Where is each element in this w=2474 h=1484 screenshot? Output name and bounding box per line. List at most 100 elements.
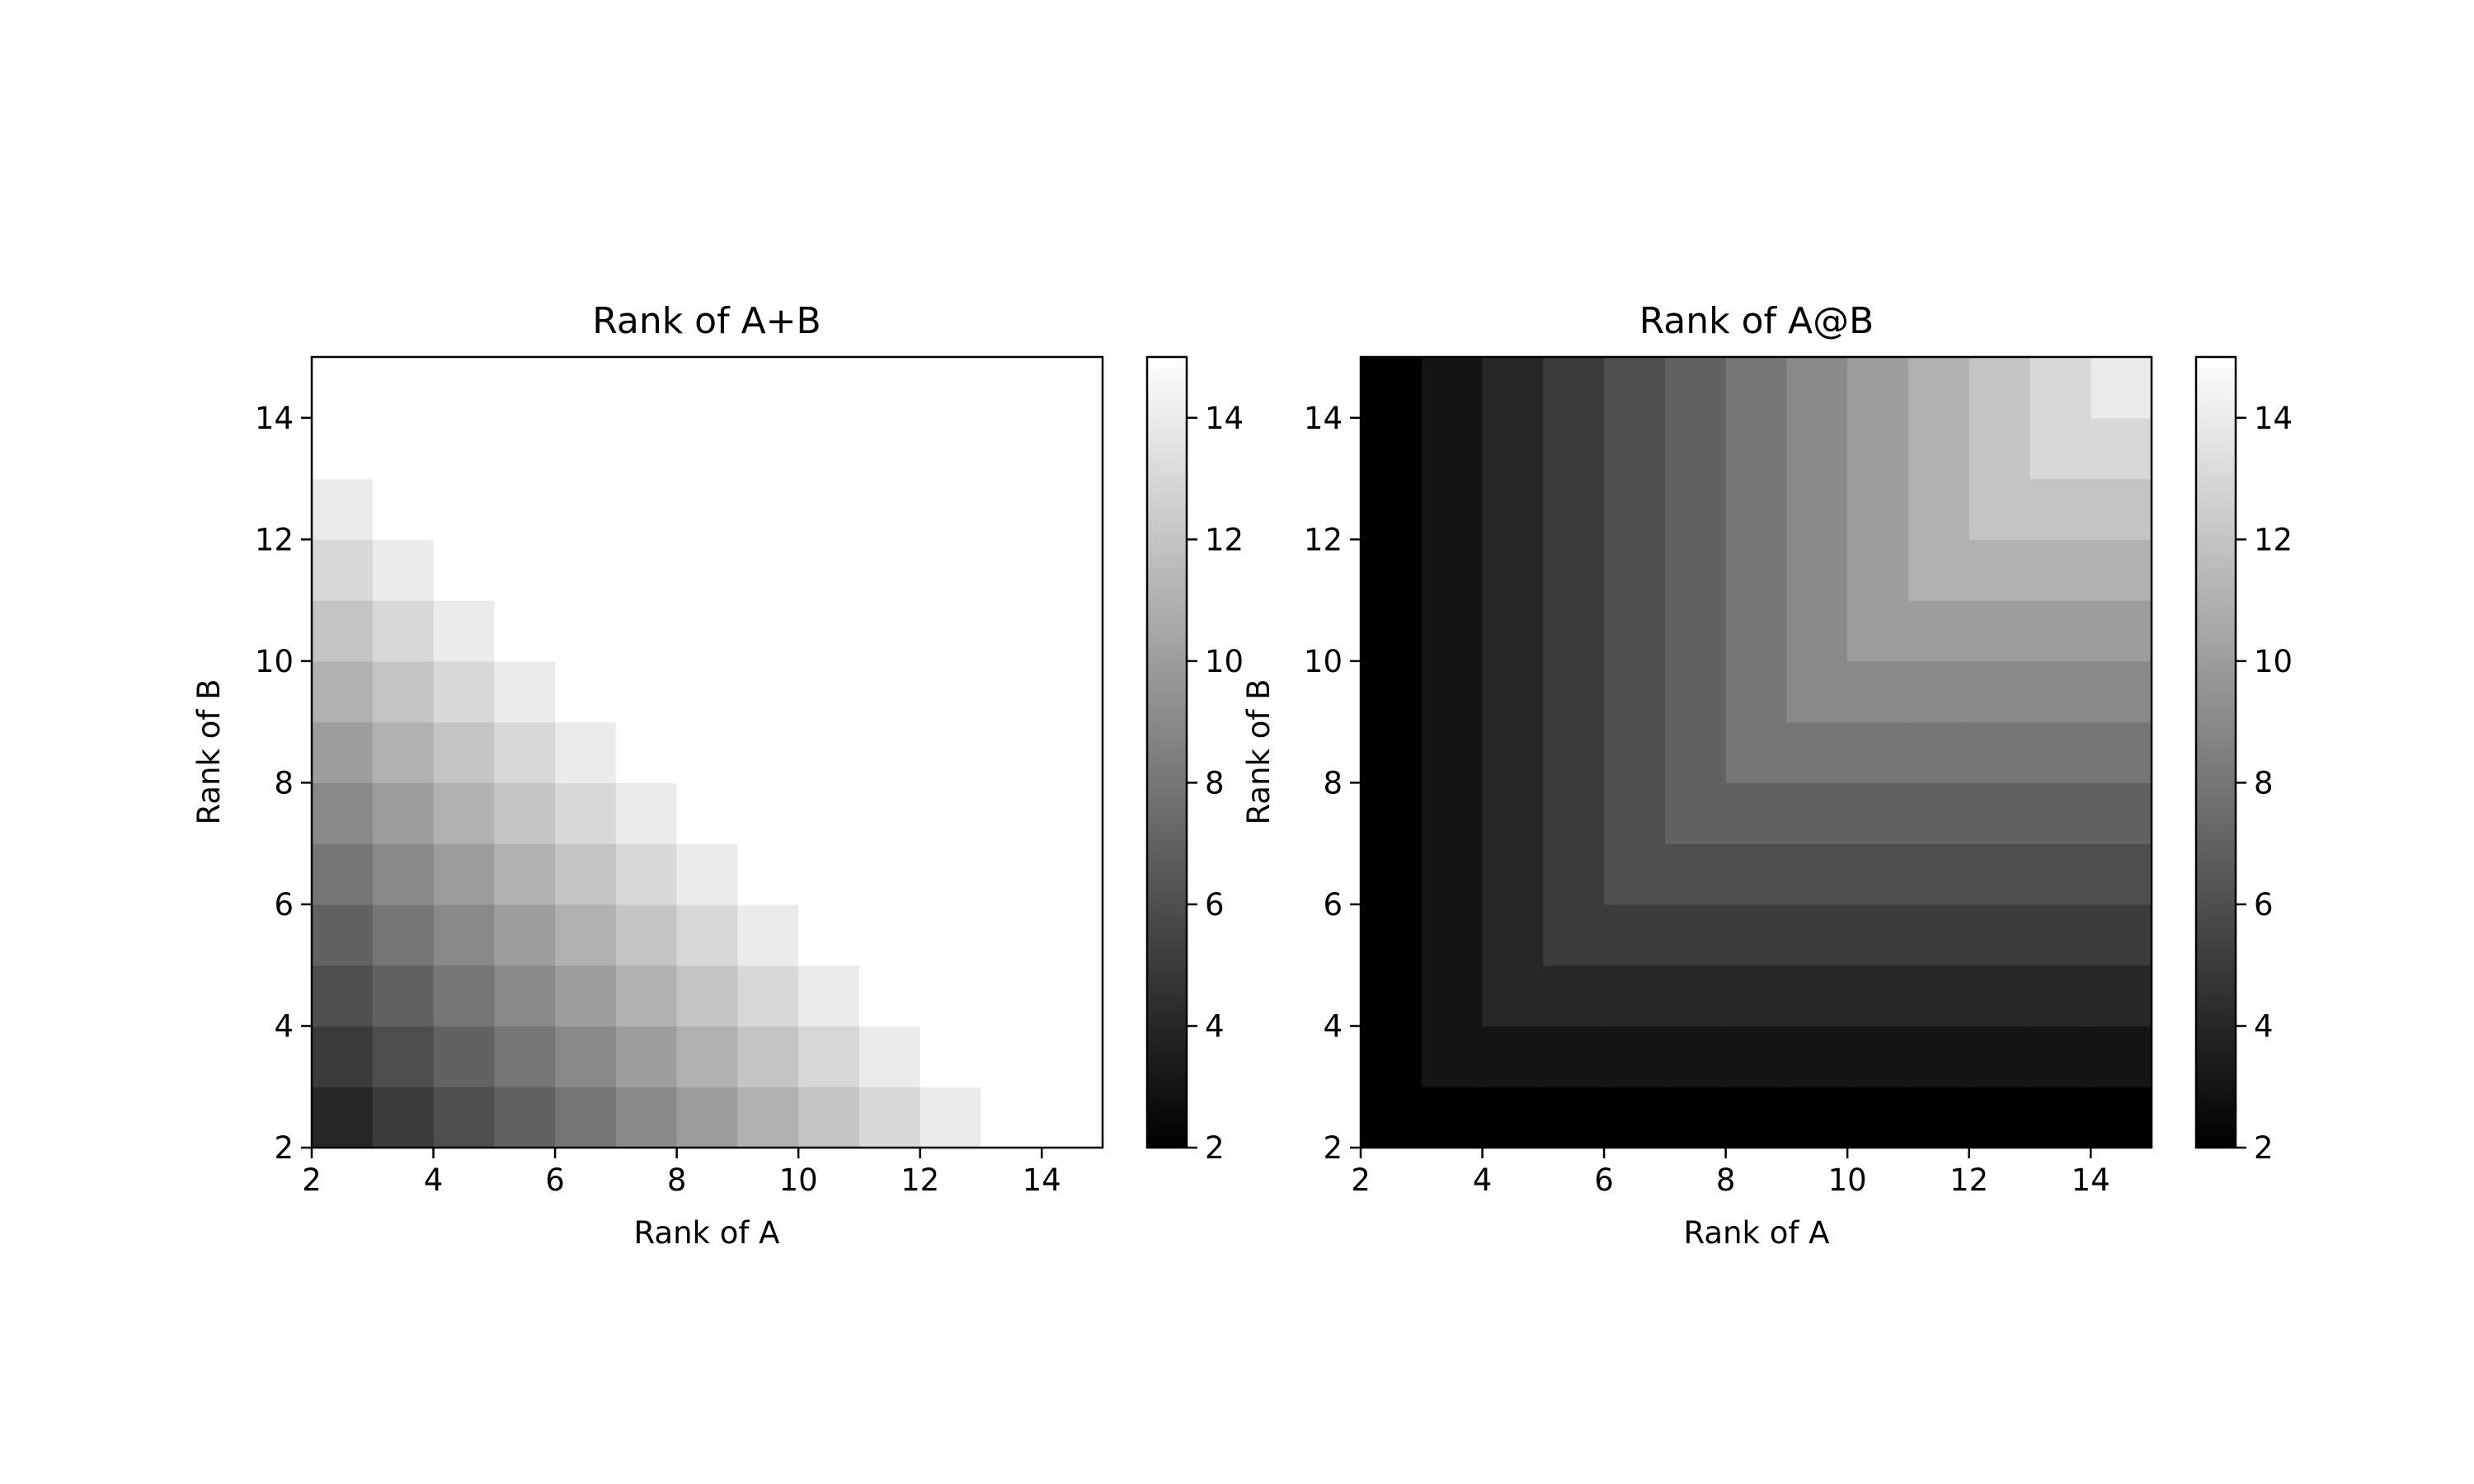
- heatmap-cell: [2091, 357, 2152, 419]
- heatmap-cell: [1042, 357, 1103, 419]
- heatmap-cell: [676, 417, 738, 480]
- plot-frame: [1359, 355, 2153, 1149]
- colorbar-tick-label: 6: [2254, 887, 2274, 923]
- heatmap-cell: [1847, 721, 1909, 783]
- heatmap-cell: [920, 660, 982, 723]
- heatmap-cell: [1604, 1087, 1666, 1148]
- heatmap-cell: [858, 904, 921, 966]
- colorbar-tick-label: 10: [2254, 644, 2293, 679]
- heatmap-cell: [433, 600, 495, 662]
- y-tick-label: 12: [1304, 522, 1343, 557]
- heatmap-cell: [1543, 1087, 1605, 1148]
- heatmap-cell: [2030, 721, 2091, 783]
- heatmap-cell: [858, 660, 921, 723]
- y-tick-label: 10: [1304, 644, 1343, 679]
- heatmap-cell: [433, 478, 495, 540]
- panel-title: Rank of A@B: [1639, 300, 1874, 342]
- heatmap-cell: [433, 357, 495, 419]
- heatmap-cell: [555, 965, 617, 1027]
- heatmap-cell: [1786, 478, 1848, 540]
- panel-product: Rank of A@B 2 4 6 8 10 12 14 2 4 6 8 10 12 14 Rank o…: [1241, 300, 2293, 1251]
- heatmap-cell: [920, 357, 982, 419]
- heatmap-cell: [1968, 539, 2031, 601]
- heatmap-cell: [920, 965, 982, 1027]
- heatmap-cell: [1968, 782, 2031, 844]
- heatmap-cell: [2091, 417, 2152, 480]
- heatmap-cell: [1543, 417, 1605, 480]
- heatmap-cell: [981, 417, 1042, 480]
- heatmap-cell: [1482, 660, 1544, 723]
- y-tick-label: 4: [274, 1008, 294, 1044]
- heatmap-cell: [1042, 843, 1103, 905]
- heatmap-cell: [1664, 1026, 1727, 1087]
- heatmap-cell: [920, 539, 982, 601]
- heatmap-cell: [372, 478, 435, 540]
- heatmap-cell: [1042, 782, 1103, 844]
- heatmap-cell: [858, 1087, 921, 1148]
- heatmap-cell: [1421, 357, 1484, 419]
- heatmap-cell: [1786, 417, 1848, 480]
- heatmap-cell: [1907, 1026, 1970, 1087]
- heatmap-cell: [1604, 843, 1666, 905]
- heatmap-cell: [1786, 843, 1848, 905]
- heatmap-cell: [1907, 1087, 1970, 1148]
- heatmap-cell: [1664, 843, 1727, 905]
- heatmap-cell: [1725, 721, 1787, 783]
- heatmap-cell: [798, 843, 860, 905]
- heatmap-cell: [858, 478, 921, 540]
- heatmap-cell: [1604, 660, 1666, 723]
- heatmap-cell: [1664, 660, 1727, 723]
- heatmap-cell: [494, 843, 556, 905]
- heatmap-cell: [2091, 600, 2152, 662]
- heatmap-cell: [494, 600, 556, 662]
- heatmap-cell: [1604, 539, 1666, 601]
- heatmap-cell: [615, 782, 678, 844]
- heatmap-cell: [676, 721, 738, 783]
- heatmap-cell: [920, 904, 982, 966]
- heatmap-cell: [1847, 660, 1909, 723]
- heatmap-cell: [1482, 721, 1544, 783]
- heatmap-cell: [433, 965, 495, 1027]
- x-axis-label: Rank of A: [634, 1215, 780, 1251]
- heatmap-cell: [981, 965, 1042, 1027]
- heatmap-cell: [1847, 539, 1909, 601]
- heatmap-cell: [2030, 1087, 2091, 1148]
- heatmap-cell: [433, 721, 495, 783]
- heatmap-cell: [2030, 965, 2091, 1027]
- heatmap-cell: [555, 721, 617, 783]
- heatmap-cell: [1042, 600, 1103, 662]
- heatmap-cell: [555, 660, 617, 723]
- heatmap-cell: [2030, 904, 2091, 966]
- heatmap-cell: [798, 417, 860, 480]
- heatmap-cell: [1361, 1087, 1423, 1148]
- heatmap-cell: [1604, 904, 1666, 966]
- heatmap-cell: [1543, 721, 1605, 783]
- heatmap-cell: [1482, 965, 1544, 1027]
- heatmap-cell: [1664, 357, 1727, 419]
- heatmap-cell: [2030, 600, 2091, 662]
- heatmap-cell: [858, 600, 921, 662]
- x-tick-label: 2: [1351, 1162, 1371, 1198]
- heatmap-cell: [1604, 965, 1666, 1027]
- y-axis: 2 4 6 8 10 12 14: [1304, 401, 1361, 1166]
- heatmap-cell: [1604, 782, 1666, 844]
- heatmap-cell: [981, 843, 1042, 905]
- heatmap-cell: [1786, 1026, 1848, 1087]
- heatmap-cell: [372, 1026, 435, 1087]
- heatmap-cell: [2030, 357, 2091, 419]
- x-tick-label: 6: [1594, 1162, 1614, 1198]
- heatmap-cell: [433, 1087, 495, 1148]
- heatmap-cell: [1482, 843, 1544, 905]
- heatmap-cell: [1968, 965, 2031, 1027]
- heatmap-cell: [1664, 965, 1727, 1027]
- heatmap-cell: [737, 1087, 799, 1148]
- heatmap-cell: [1968, 1026, 2031, 1087]
- heatmap-cell: [1361, 600, 1423, 662]
- colorbar-tick-label: 8: [2254, 765, 2274, 801]
- x-tick-label: 8: [667, 1162, 687, 1198]
- heatmap-cell: [1482, 904, 1544, 966]
- heatmap-cell: [1968, 904, 2031, 966]
- heatmap-cell: [1042, 721, 1103, 783]
- heatmap-cell: [2091, 1087, 2152, 1148]
